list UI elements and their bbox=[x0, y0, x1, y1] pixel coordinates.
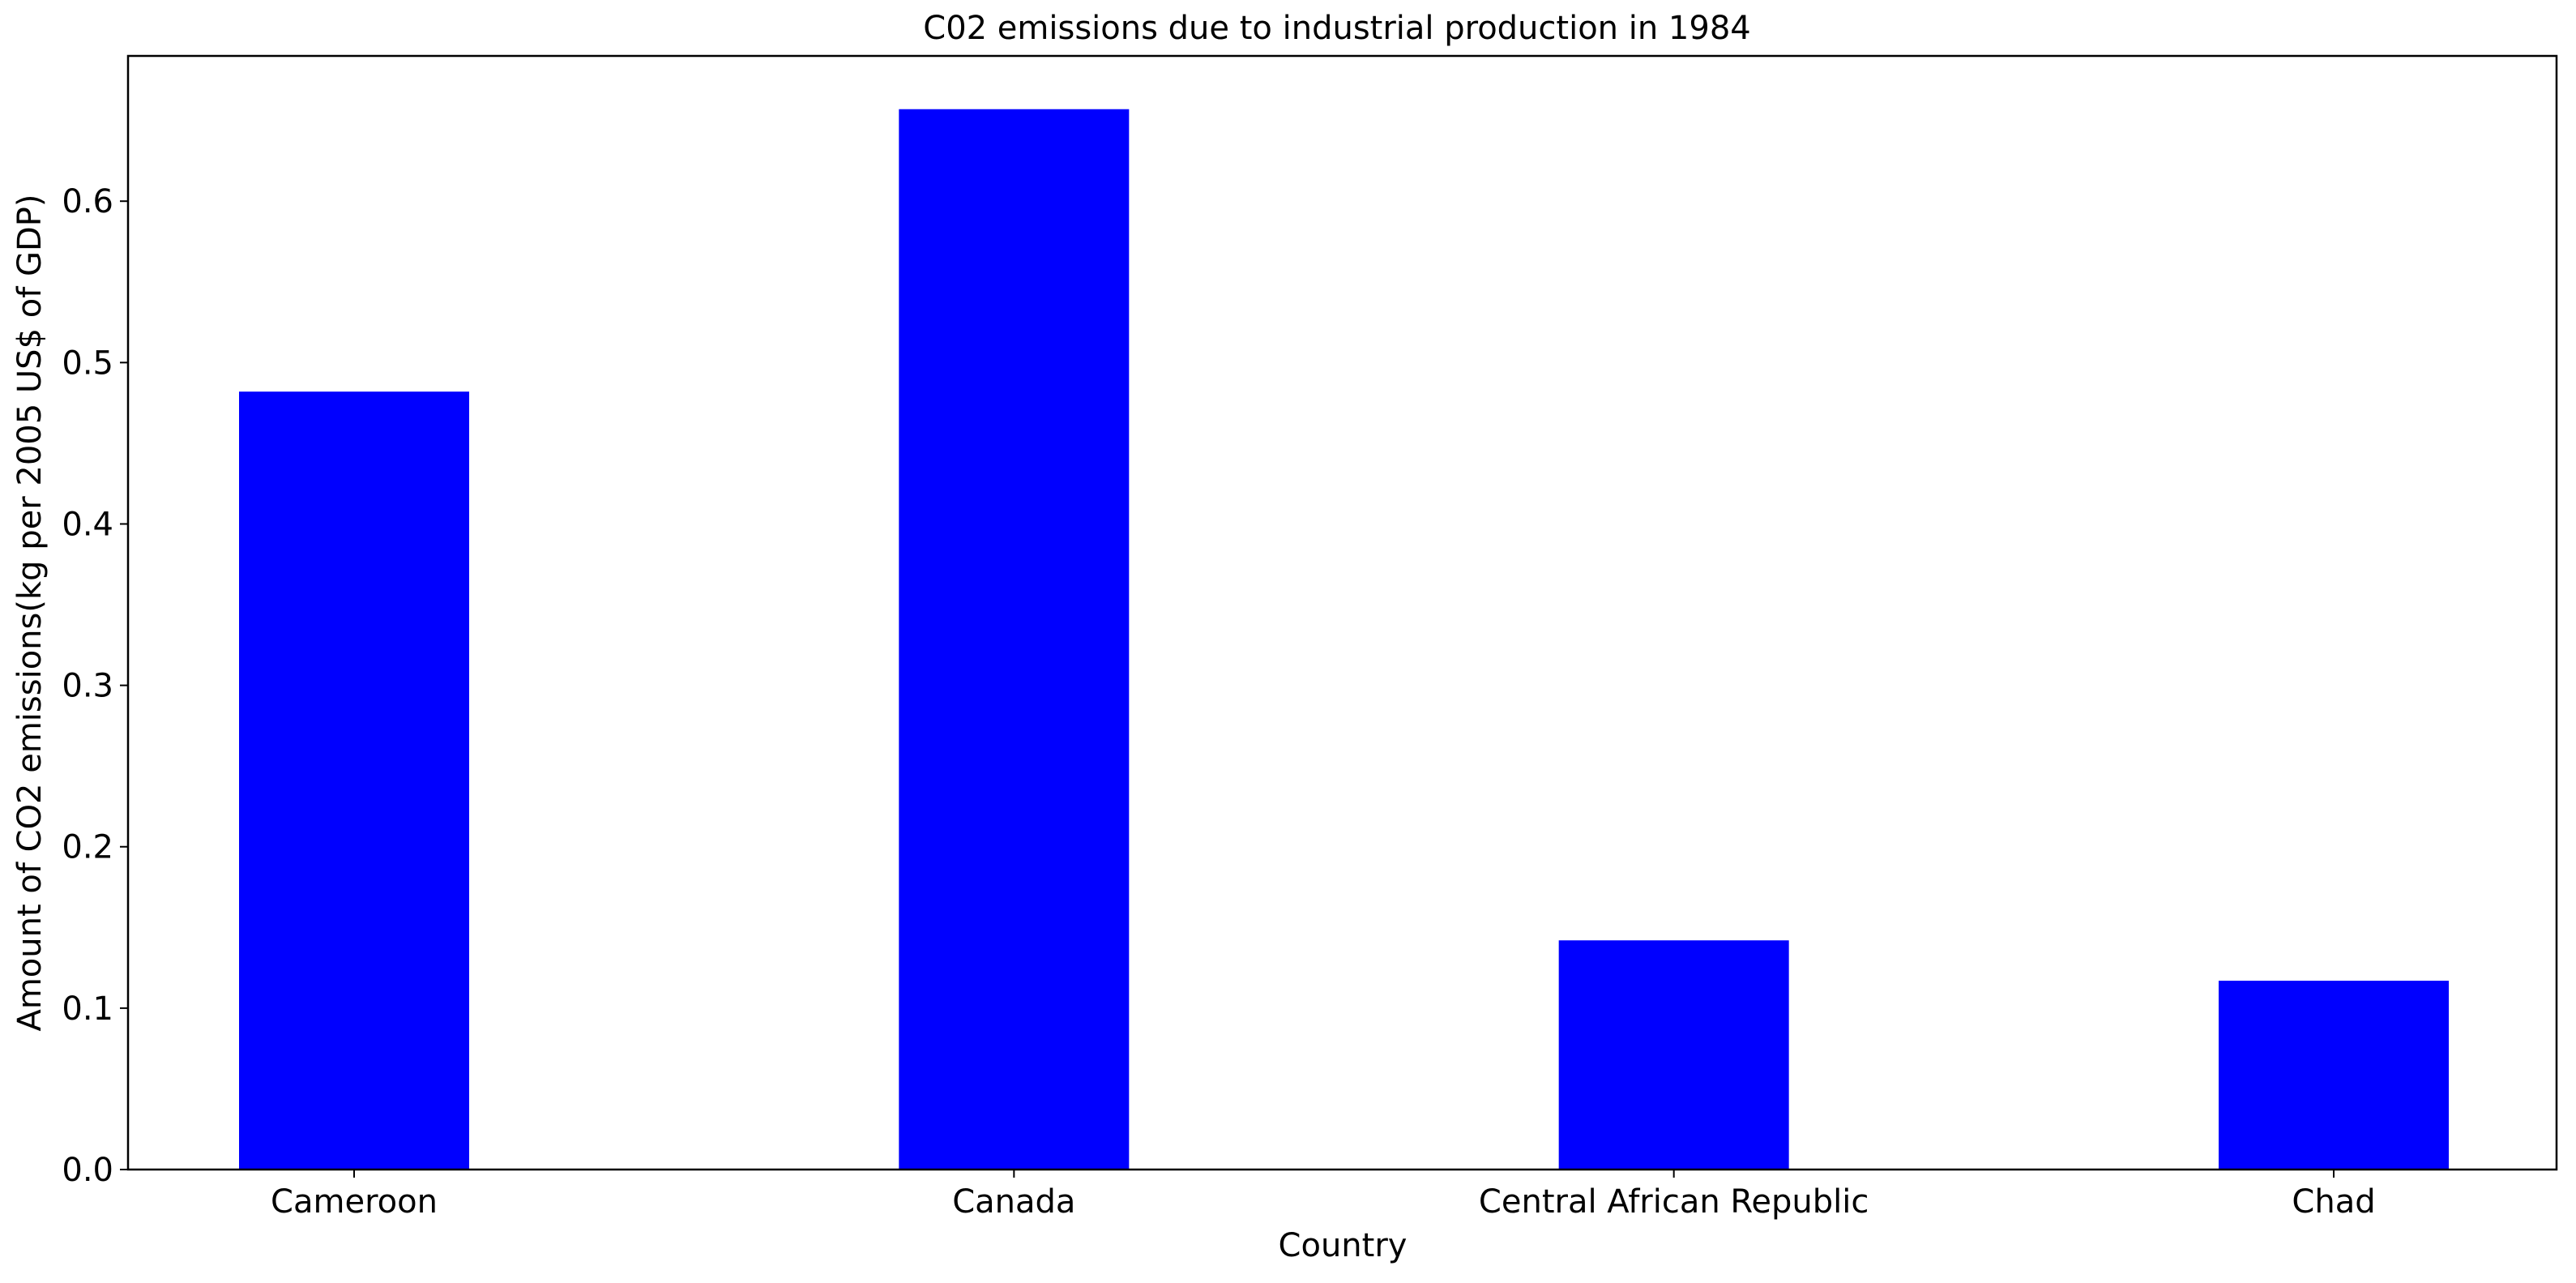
x-tick-label: Central African Republic bbox=[1479, 1183, 1869, 1221]
y-tick-label: 0.4 bbox=[62, 506, 113, 543]
chart-title: C02 emissions due to industrial producti… bbox=[923, 10, 1750, 47]
x-tick-label: Chad bbox=[2292, 1183, 2375, 1221]
bar-canada bbox=[899, 109, 1130, 1170]
x-axis-label: Country bbox=[1279, 1227, 1408, 1264]
y-axis-ticks: 0.0 0.1 0.2 0.3 0.4 0.5 0.6 bbox=[62, 183, 128, 1189]
x-axis-ticks: Cameroon Canada Central African Republic Ch… bbox=[271, 1170, 2376, 1221]
x-tick-label: Cameroon bbox=[271, 1183, 438, 1221]
y-axis-label: Amount of CO2 emissions(kg per 2005 US$ … bbox=[11, 194, 49, 1031]
x-tick-label: Canada bbox=[952, 1183, 1075, 1221]
y-tick-label: 0.2 bbox=[62, 829, 113, 866]
y-tick-label: 0.5 bbox=[62, 344, 113, 382]
y-tick-label: 0.6 bbox=[62, 183, 113, 220]
bars-group bbox=[239, 109, 2449, 1170]
y-tick-label: 0.1 bbox=[62, 990, 113, 1028]
y-tick-label: 0.0 bbox=[62, 1152, 113, 1189]
bar-chad bbox=[2219, 981, 2449, 1170]
bar-cameroon bbox=[239, 391, 469, 1170]
y-tick-label: 0.3 bbox=[62, 668, 113, 705]
bar-central-african-republic bbox=[1558, 940, 1789, 1170]
plot-area-frame bbox=[126, 54, 2558, 1171]
